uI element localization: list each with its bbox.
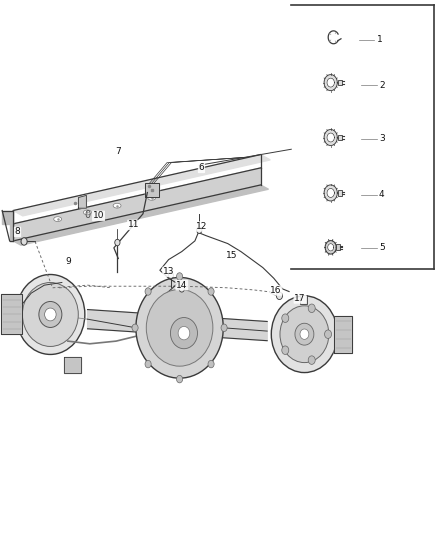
Text: 9: 9 — [65, 257, 71, 265]
Circle shape — [282, 314, 289, 322]
Polygon shape — [64, 357, 81, 373]
Circle shape — [145, 288, 151, 295]
Text: 11: 11 — [128, 221, 139, 229]
Ellipse shape — [295, 323, 314, 345]
Polygon shape — [13, 168, 261, 241]
Circle shape — [308, 304, 315, 312]
Polygon shape — [88, 310, 267, 341]
Bar — [336, 245, 340, 250]
Text: 16: 16 — [270, 286, 282, 295]
Ellipse shape — [300, 329, 309, 340]
Polygon shape — [325, 240, 336, 254]
Text: 4: 4 — [379, 190, 385, 199]
Bar — [338, 190, 342, 196]
Ellipse shape — [113, 203, 121, 208]
Text: 2: 2 — [379, 81, 385, 90]
Text: 0: 0 — [85, 210, 90, 220]
Ellipse shape — [16, 274, 85, 354]
Polygon shape — [334, 316, 352, 353]
Circle shape — [177, 273, 183, 280]
Ellipse shape — [45, 308, 56, 321]
Polygon shape — [327, 189, 334, 197]
Circle shape — [208, 360, 214, 368]
Text: 10: 10 — [93, 212, 104, 220]
Circle shape — [168, 272, 173, 279]
Circle shape — [308, 356, 315, 365]
Polygon shape — [327, 78, 334, 87]
Circle shape — [325, 330, 332, 338]
Bar — [338, 80, 342, 85]
Ellipse shape — [39, 302, 62, 327]
Text: 1: 1 — [377, 36, 382, 44]
Text: 15: 15 — [226, 252, 238, 260]
Text: 3: 3 — [379, 134, 385, 143]
Text: 14: 14 — [176, 281, 187, 289]
Circle shape — [177, 375, 183, 383]
Ellipse shape — [146, 289, 213, 366]
Ellipse shape — [280, 306, 329, 362]
Bar — [300, 295, 307, 304]
Ellipse shape — [83, 210, 91, 215]
Polygon shape — [328, 244, 334, 251]
Polygon shape — [2, 211, 13, 241]
Circle shape — [276, 292, 283, 300]
Text: 17: 17 — [294, 294, 306, 303]
Ellipse shape — [54, 217, 62, 222]
Circle shape — [282, 346, 289, 354]
Polygon shape — [78, 196, 86, 208]
Circle shape — [221, 324, 227, 332]
Circle shape — [21, 238, 27, 245]
Polygon shape — [327, 133, 334, 142]
Polygon shape — [145, 183, 159, 197]
Ellipse shape — [178, 326, 190, 340]
Ellipse shape — [22, 282, 78, 346]
Polygon shape — [1, 294, 22, 335]
Circle shape — [197, 227, 202, 233]
Polygon shape — [324, 185, 337, 201]
Text: 6: 6 — [198, 164, 205, 172]
Circle shape — [208, 288, 214, 295]
Ellipse shape — [148, 196, 155, 200]
Circle shape — [132, 324, 138, 332]
Polygon shape — [13, 185, 268, 245]
Text: 5: 5 — [379, 244, 385, 252]
Text: 7: 7 — [115, 148, 121, 156]
Text: 8: 8 — [14, 228, 21, 236]
Ellipse shape — [136, 277, 223, 378]
Text: 13: 13 — [163, 268, 174, 276]
Polygon shape — [13, 155, 270, 216]
Text: 12: 12 — [196, 222, 207, 231]
Polygon shape — [324, 130, 337, 146]
Circle shape — [115, 239, 120, 246]
Circle shape — [145, 360, 151, 368]
Ellipse shape — [271, 296, 338, 373]
Circle shape — [179, 286, 184, 292]
Ellipse shape — [170, 318, 198, 349]
Bar — [338, 135, 342, 140]
Polygon shape — [324, 75, 337, 91]
